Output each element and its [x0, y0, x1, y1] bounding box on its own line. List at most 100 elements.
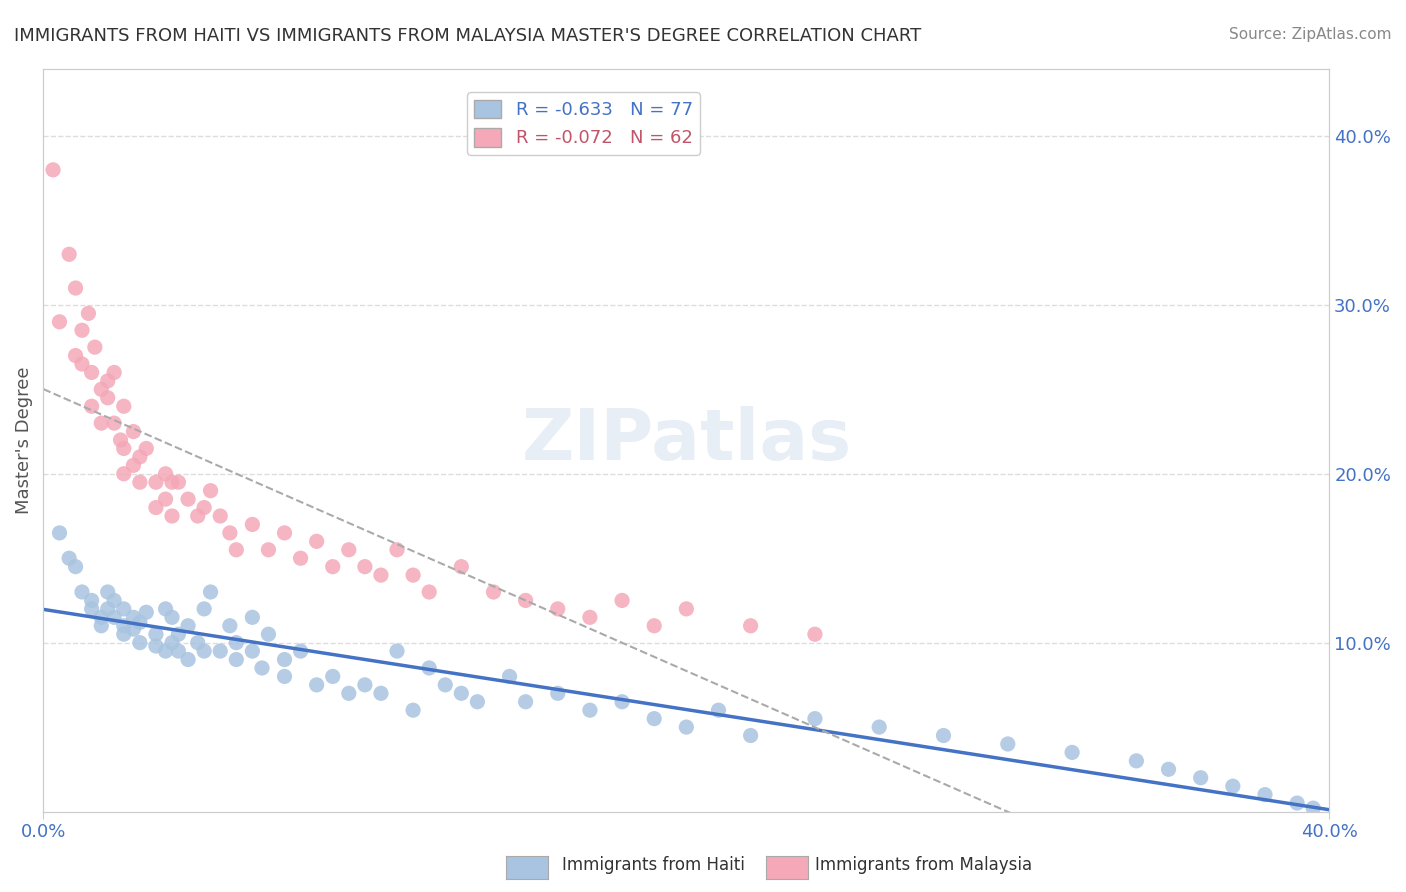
Point — [160, 475, 183, 490]
Point — [160, 635, 183, 649]
Point — [90, 416, 112, 430]
Point — [128, 450, 150, 464]
Point — [112, 399, 135, 413]
Point — [193, 602, 215, 616]
Point — [579, 610, 602, 624]
Text: Immigrants from Haiti: Immigrants from Haiti — [562, 856, 745, 874]
Text: Source: ZipAtlas.com: Source: ZipAtlas.com — [1229, 27, 1392, 42]
Point — [128, 475, 150, 490]
Point — [97, 391, 120, 405]
Point — [80, 602, 103, 616]
Point — [122, 622, 145, 636]
Point — [1222, 779, 1244, 793]
Point — [65, 349, 87, 363]
Point — [155, 467, 177, 481]
Point — [80, 593, 103, 607]
Point — [90, 619, 112, 633]
Point — [498, 669, 520, 683]
Point — [112, 602, 135, 616]
Point — [610, 695, 633, 709]
Point — [209, 644, 232, 658]
Point — [77, 306, 100, 320]
Point — [218, 619, 240, 633]
Point — [305, 534, 328, 549]
Point — [177, 619, 200, 633]
Point — [103, 416, 125, 430]
Point — [257, 627, 280, 641]
Point — [110, 433, 132, 447]
Point — [209, 508, 232, 523]
Point — [579, 703, 602, 717]
Point — [128, 635, 150, 649]
Point — [103, 593, 125, 607]
Point — [290, 551, 312, 566]
Point — [402, 568, 425, 582]
Point — [97, 374, 120, 388]
Point — [145, 500, 167, 515]
Point — [240, 644, 263, 658]
Point — [58, 551, 80, 566]
Point — [273, 525, 295, 540]
Point — [122, 458, 145, 473]
Point — [155, 492, 177, 507]
Point — [675, 602, 697, 616]
Point — [65, 559, 87, 574]
Point — [58, 247, 80, 261]
Point — [868, 720, 890, 734]
Point — [354, 678, 377, 692]
Point — [450, 559, 472, 574]
Point — [1062, 746, 1084, 760]
Point — [200, 483, 222, 498]
Point — [225, 652, 247, 666]
Point — [305, 678, 328, 692]
Point — [155, 644, 177, 658]
Point — [167, 644, 190, 658]
Point — [740, 729, 762, 743]
Y-axis label: Master's Degree: Master's Degree — [15, 367, 32, 514]
Point — [257, 542, 280, 557]
Point — [225, 542, 247, 557]
Point — [187, 635, 209, 649]
Point — [418, 661, 440, 675]
Point — [273, 669, 295, 683]
Point — [547, 602, 569, 616]
Point — [167, 627, 190, 641]
Point — [707, 703, 730, 717]
Point — [135, 605, 157, 619]
Point — [177, 652, 200, 666]
Point — [80, 366, 103, 380]
Point — [385, 644, 408, 658]
Point — [1254, 788, 1277, 802]
Point — [103, 366, 125, 380]
Point — [250, 661, 273, 675]
Point — [90, 383, 112, 397]
Point — [322, 669, 344, 683]
Point — [467, 695, 489, 709]
Point — [112, 467, 135, 481]
Point — [1189, 771, 1212, 785]
Point — [450, 686, 472, 700]
Point — [610, 593, 633, 607]
Text: Immigrants from Malaysia: Immigrants from Malaysia — [815, 856, 1032, 874]
Point — [402, 703, 425, 717]
Point — [354, 559, 377, 574]
Point — [1157, 762, 1180, 776]
Point — [337, 542, 360, 557]
Point — [187, 508, 209, 523]
Point — [160, 508, 183, 523]
Point — [1286, 796, 1309, 810]
Point — [80, 399, 103, 413]
Text: IMMIGRANTS FROM HAITI VS IMMIGRANTS FROM MALAYSIA MASTER'S DEGREE CORRELATION CH: IMMIGRANTS FROM HAITI VS IMMIGRANTS FROM… — [14, 27, 921, 45]
Point — [160, 610, 183, 624]
Point — [97, 602, 120, 616]
Point — [193, 644, 215, 658]
Point — [145, 475, 167, 490]
Point — [83, 340, 105, 354]
Point — [122, 610, 145, 624]
Point — [385, 542, 408, 557]
Point — [128, 615, 150, 630]
Point — [48, 315, 70, 329]
Point — [643, 712, 665, 726]
Legend: R = -0.633   N = 77, R = -0.072   N = 62: R = -0.633 N = 77, R = -0.072 N = 62 — [467, 93, 700, 154]
Point — [932, 729, 955, 743]
